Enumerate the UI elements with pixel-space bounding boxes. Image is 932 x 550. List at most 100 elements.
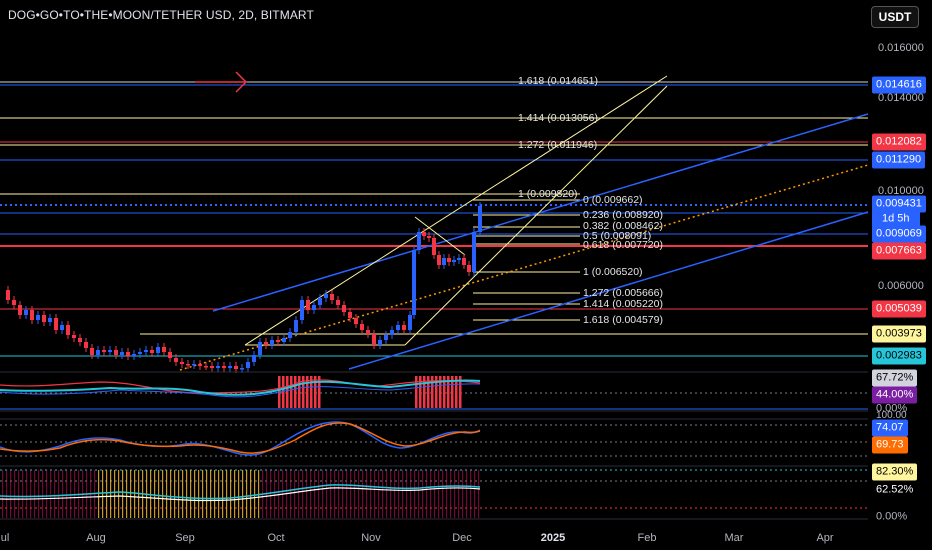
candle-body xyxy=(348,312,352,318)
histogram-stripe xyxy=(218,470,220,518)
histogram-stripe xyxy=(354,470,356,518)
histogram-bar xyxy=(431,376,434,408)
histogram-stripe xyxy=(46,470,48,518)
candle-body xyxy=(6,290,10,300)
candle-body xyxy=(258,342,262,355)
histogram-bar xyxy=(427,376,430,408)
histogram-stripe xyxy=(450,470,452,518)
candle-body xyxy=(192,364,196,366)
indicator-pane-3 xyxy=(0,469,868,518)
histogram-stripe xyxy=(438,470,440,518)
indicator-badge: 0.00% xyxy=(876,510,908,523)
candle-body xyxy=(324,294,328,298)
histogram-stripe xyxy=(2,470,4,518)
time-label: Nov xyxy=(361,532,381,544)
histogram-bar xyxy=(302,376,305,408)
price-tick: 0.016000 xyxy=(878,42,924,54)
candle-body xyxy=(240,368,244,370)
candle-body xyxy=(354,318,358,324)
histogram-stripe xyxy=(446,470,448,518)
histogram-stripe xyxy=(130,470,132,518)
candle-body xyxy=(150,350,154,353)
histogram-stripe xyxy=(106,470,108,518)
histogram-stripe xyxy=(22,470,24,518)
candle-body xyxy=(437,255,441,265)
histogram-stripe xyxy=(122,470,124,518)
fib-label: 1.618 (0.014651) xyxy=(518,75,598,87)
candle-body xyxy=(126,352,130,356)
histogram-stripe xyxy=(370,470,372,518)
candle-body xyxy=(396,325,400,330)
histogram-stripe xyxy=(378,470,380,518)
histogram-stripe xyxy=(406,470,408,518)
fib-label: 1.414 (0.005220) xyxy=(583,298,663,310)
histogram-stripe xyxy=(174,470,176,518)
histogram-stripe xyxy=(410,470,412,518)
candle-body xyxy=(96,350,100,355)
histogram-stripe xyxy=(334,470,336,518)
candle-body xyxy=(467,265,471,272)
histogram-stripe xyxy=(342,470,344,518)
histogram-stripe xyxy=(34,470,36,518)
last-price-badge: 0.009431 xyxy=(872,195,926,213)
histogram-stripe xyxy=(442,470,444,518)
histogram-stripe xyxy=(230,470,232,518)
arrow-marker-icon xyxy=(195,71,248,93)
histogram-stripe xyxy=(170,470,172,518)
histogram-stripe xyxy=(426,470,428,518)
histogram-stripe xyxy=(182,470,184,518)
indicator-badge: 44.00% xyxy=(872,386,918,404)
histogram-stripe xyxy=(118,470,120,518)
candle-body xyxy=(372,334,376,345)
candle-body xyxy=(417,232,421,250)
price-badge: 0.002983 xyxy=(872,347,926,365)
histogram-stripe xyxy=(466,470,468,518)
price-tick: 0.010000 xyxy=(878,185,924,197)
indicator-badge: 0.00% xyxy=(876,402,908,415)
price-tick: 0.006000 xyxy=(878,280,924,292)
symbol-title[interactable]: DOG•GO•TO•THE•MOON/TETHER USD, 2D, BITMA… xyxy=(8,8,314,22)
price-tick: 0.014000 xyxy=(878,92,924,104)
histogram-stripe xyxy=(390,470,392,518)
candle-body xyxy=(204,366,208,368)
indicator-badge: 69.73 xyxy=(872,436,908,454)
candle-body xyxy=(378,340,382,345)
histogram-bar xyxy=(415,376,418,408)
candle-body xyxy=(276,340,280,342)
time-label: Dec xyxy=(452,532,472,544)
currency-button[interactable]: USDT xyxy=(871,6,919,28)
candle-body xyxy=(252,355,256,362)
histogram-stripe xyxy=(190,470,192,518)
histogram-stripe xyxy=(350,470,352,518)
histogram-stripe xyxy=(126,470,128,518)
candle-body xyxy=(432,238,436,255)
histogram-stripe xyxy=(374,470,376,518)
candle-body xyxy=(66,325,70,335)
countdown-badge: 1d 5h xyxy=(872,210,920,228)
histogram-stripe xyxy=(162,470,164,518)
candle-body xyxy=(138,352,142,354)
indicator-badge: 100.00 xyxy=(876,410,907,421)
histogram-bar xyxy=(294,376,297,408)
histogram-stripe xyxy=(398,470,400,518)
candle-body xyxy=(270,340,274,345)
histogram-stripe xyxy=(70,470,72,518)
histogram-stripe xyxy=(306,470,308,518)
candle-body xyxy=(294,320,298,332)
candlestick-series[interactable] xyxy=(6,202,482,373)
histogram-stripe xyxy=(358,470,360,518)
candle-body xyxy=(156,347,160,353)
histogram-stripe xyxy=(114,470,116,518)
candle-body xyxy=(222,366,226,368)
histogram-stripe xyxy=(194,470,196,518)
candle-body xyxy=(168,352,172,358)
histogram-stripe xyxy=(202,470,204,518)
histogram-stripe xyxy=(330,470,332,518)
histogram-bar xyxy=(443,376,446,408)
histogram-stripe xyxy=(206,470,208,518)
candle-body xyxy=(447,258,451,262)
histogram-stripe xyxy=(382,470,384,518)
histogram-stripe xyxy=(270,470,272,518)
time-label: Feb xyxy=(637,532,657,544)
